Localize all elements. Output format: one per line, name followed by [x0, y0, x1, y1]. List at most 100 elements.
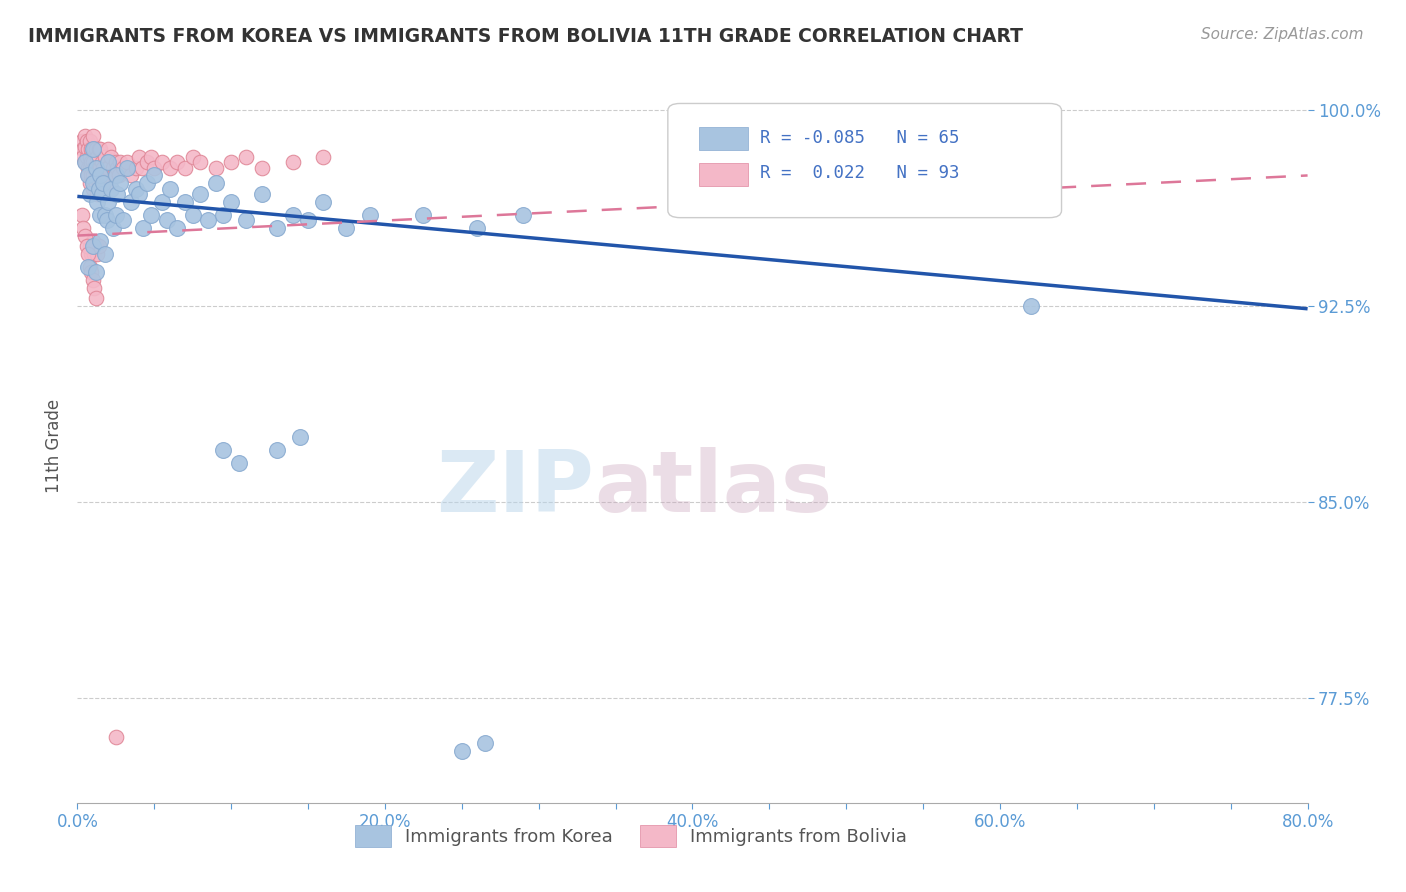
- Point: [465, 220, 488, 235]
- Point: [80, 169, 103, 183]
- Point: [110, 176, 132, 190]
- Point: [87, 239, 110, 253]
- Point: [87, 142, 110, 156]
- Point: [87, 181, 110, 195]
- Point: [97, 155, 120, 169]
- Point: [97, 161, 120, 175]
- Point: [101, 220, 124, 235]
- Point: [89, 208, 111, 222]
- Point: [82, 129, 104, 144]
- Point: [82, 273, 104, 287]
- Point: [132, 220, 155, 235]
- Point: [197, 213, 219, 227]
- Point: [72, 150, 94, 164]
- Point: [166, 155, 188, 169]
- Point: [86, 169, 108, 183]
- Point: [110, 155, 132, 169]
- Point: [166, 220, 188, 235]
- Point: [87, 176, 110, 190]
- Point: [181, 208, 204, 222]
- Point: [72, 220, 94, 235]
- Point: [79, 161, 101, 175]
- Point: [82, 142, 104, 156]
- Point: [70, 135, 93, 149]
- Point: [159, 161, 181, 175]
- Point: [155, 213, 177, 227]
- Point: [77, 260, 100, 274]
- Point: [79, 239, 101, 253]
- Point: [93, 181, 115, 195]
- Point: [100, 181, 122, 195]
- Point: [135, 176, 157, 190]
- FancyBboxPatch shape: [668, 103, 1062, 218]
- Point: [82, 169, 104, 183]
- Point: [77, 142, 100, 156]
- Point: [80, 247, 103, 261]
- Point: [73, 129, 96, 144]
- Point: [89, 234, 111, 248]
- Point: [76, 239, 98, 253]
- Point: [79, 135, 101, 149]
- Point: [94, 247, 117, 261]
- Point: [93, 176, 115, 190]
- Point: [83, 247, 105, 261]
- Point: [96, 161, 118, 175]
- Point: [82, 155, 104, 169]
- Point: [104, 155, 127, 169]
- Point: [82, 181, 104, 195]
- Point: [297, 213, 319, 227]
- Point: [90, 176, 114, 190]
- Point: [86, 186, 108, 201]
- Text: atlas: atlas: [595, 447, 832, 531]
- Point: [90, 155, 114, 169]
- Point: [105, 161, 128, 175]
- Point: [143, 169, 166, 183]
- Point: [84, 161, 107, 175]
- Point: [84, 265, 107, 279]
- Point: [94, 150, 117, 164]
- Point: [73, 155, 96, 169]
- Point: [94, 208, 117, 222]
- Point: [143, 161, 166, 175]
- Point: [112, 161, 135, 175]
- Point: [104, 208, 127, 222]
- Point: [89, 181, 111, 195]
- Point: [87, 161, 110, 175]
- Point: [212, 208, 235, 222]
- Point: [86, 247, 108, 261]
- Point: [89, 142, 111, 156]
- Point: [141, 150, 163, 164]
- Point: [86, 150, 108, 164]
- Point: [188, 155, 212, 169]
- Point: [77, 247, 100, 261]
- Point: [312, 150, 335, 164]
- Point: [125, 181, 148, 195]
- Point: [101, 161, 124, 175]
- Point: [235, 213, 257, 227]
- Point: [84, 176, 107, 190]
- Point: [312, 194, 335, 209]
- Point: [76, 150, 98, 164]
- Point: [94, 169, 117, 183]
- Point: [474, 736, 496, 750]
- Point: [73, 155, 96, 169]
- Point: [131, 161, 153, 175]
- Point: [104, 169, 127, 183]
- Point: [281, 208, 304, 222]
- Text: R =  0.022   N = 93: R = 0.022 N = 93: [761, 164, 960, 182]
- Point: [174, 194, 197, 209]
- Point: [97, 142, 120, 156]
- Legend: Immigrants from Korea, Immigrants from Bolivia: Immigrants from Korea, Immigrants from B…: [347, 818, 914, 855]
- Point: [115, 155, 138, 169]
- Point: [70, 208, 93, 222]
- Point: [84, 161, 107, 175]
- Point: [82, 142, 104, 156]
- Point: [335, 220, 357, 235]
- Point: [188, 186, 212, 201]
- Point: [84, 239, 107, 253]
- Point: [1019, 299, 1042, 313]
- Point: [212, 442, 235, 457]
- Point: [204, 176, 226, 190]
- Point: [125, 161, 148, 175]
- Point: [219, 194, 242, 209]
